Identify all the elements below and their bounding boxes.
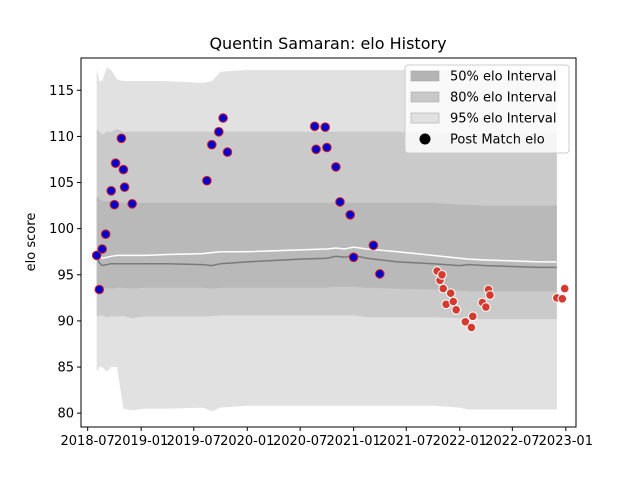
data-point-36 [466,322,477,333]
x-tick-label-2018-07: 2018-07 [61,434,115,449]
data-point-41 [485,290,495,300]
legend-marker-4 [419,133,431,145]
data-point-43 [557,294,568,304]
data-point-15 [218,113,228,123]
data-point-4 [100,229,111,239]
data-point-5 [106,186,116,196]
chart-title: Quentin Samaran: elo History [209,34,446,53]
x-tick-label-2019-01: 2019-01 [114,434,168,449]
x-tick-label-2019-07: 2019-07 [167,434,221,449]
legend-label-3: 95% elo Interval [450,112,557,127]
data-point-8 [116,133,127,144]
axes-frame [80,57,577,428]
legend-label-1: 50% elo Interval [450,70,557,85]
data-point-34 [451,305,462,315]
data-point-17 [309,121,320,132]
y-tick-label-105: 105 [49,176,74,191]
data-point-24 [348,252,359,263]
y-tick-label-110: 110 [49,130,74,145]
y-tick-label-115: 115 [49,84,74,99]
y-tick-label-95: 95 [57,268,74,283]
data-point-32 [445,288,456,299]
data-point-14 [214,127,224,137]
legend: 50% elo Interval 80% elo Interval 95% elo … [404,64,570,154]
x-tick-label-2022-07: 2022-07 [485,434,539,449]
data-point-20 [322,142,332,153]
data-point-1 [91,250,102,261]
y-tick-label-100: 100 [49,222,74,237]
legend-label-4: Post Match elo [450,133,545,148]
x-tick-label-2021-01: 2021-01 [326,434,380,449]
data-point-39 [481,302,491,312]
legend-swatch-1 [410,70,440,82]
data-point-21 [331,162,341,172]
data-point-16 [222,147,233,157]
y-tick-label-85: 85 [57,361,74,376]
data-point-37 [468,311,478,322]
data-point-23 [345,210,356,220]
data-point-13 [207,139,217,150]
legend-swatch-2 [410,91,440,103]
y-axis-label: elo score [24,213,39,272]
data-point-7 [110,158,121,168]
data-point-22 [335,197,345,207]
x-tick-label-2020-07: 2020-07 [273,434,327,449]
data-point-33 [448,296,459,307]
data-point-3 [97,244,107,254]
y-tick-label-80: 80 [57,407,74,422]
data-point-35 [460,317,471,327]
axes: 80 85 90 95 100 105 110 115 2018-07 2019-012019-0… [49,57,593,449]
legend-swatch-3 [410,112,440,124]
data-point-6 [109,199,120,210]
data-point-18 [311,144,321,155]
data-point-25 [368,240,379,251]
data-point-10 [119,182,130,192]
data-point-11 [127,199,137,209]
data-point-44 [559,283,570,294]
data-point-12 [202,175,212,186]
x-tick-label-2020-01: 2020-01 [220,434,274,449]
data-point-30 [438,283,449,294]
data-point-26 [375,269,385,279]
legend-label-2: 80% elo Interval [450,91,557,106]
x-tick-label-2022-01: 2022-01 [433,434,487,449]
y-tick-label-90: 90 [57,314,74,329]
x-tick-label-2021-07: 2021-07 [379,434,433,449]
data-point-29 [437,270,447,280]
data-point-2 [94,284,105,295]
x-tick-label-2023-01: 2023-01 [539,434,593,449]
data-point-19 [320,122,331,132]
mean-line [96,246,557,263]
median-line [96,254,557,269]
data-point-9 [118,164,129,175]
legend-box [404,64,570,154]
band-50-percent [96,196,557,292]
